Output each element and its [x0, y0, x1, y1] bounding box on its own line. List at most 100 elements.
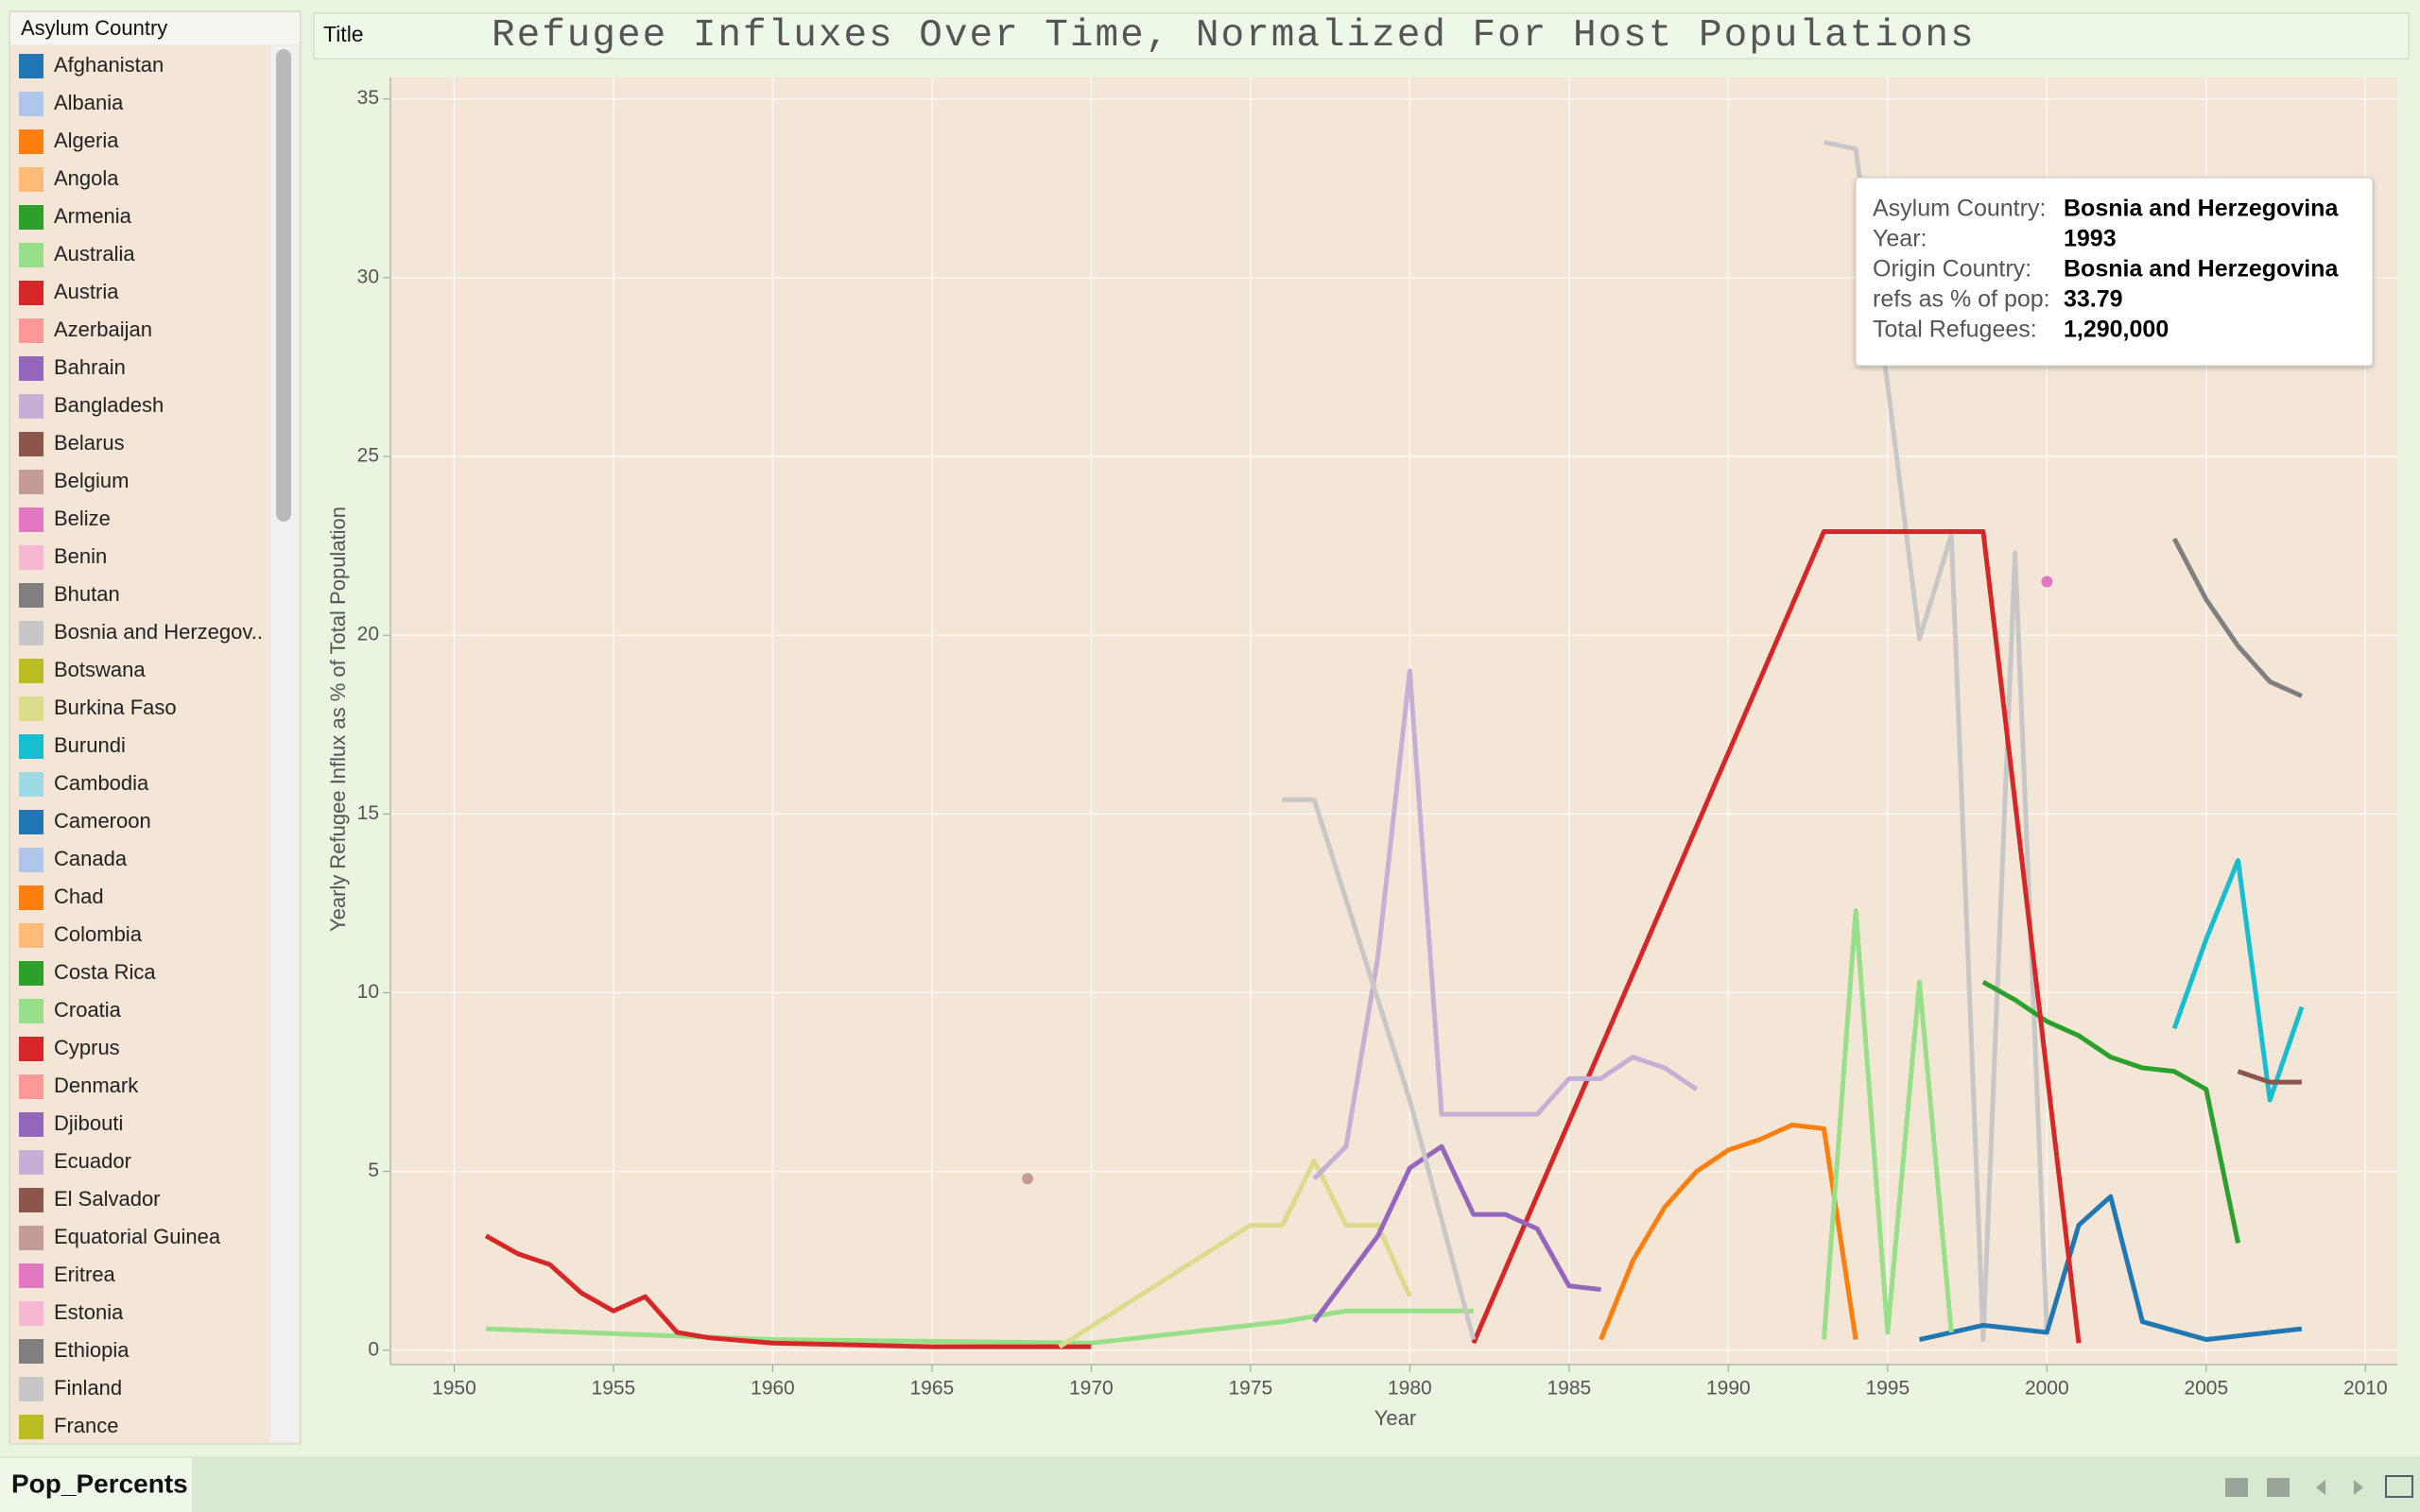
- legend-swatch[interactable]: [19, 1415, 43, 1439]
- legend-swatch[interactable]: [19, 243, 43, 267]
- legend-label[interactable]: Bahrain: [54, 355, 126, 379]
- legend-swatch[interactable]: [19, 318, 43, 343]
- legend-label[interactable]: Afghanistan: [54, 53, 164, 77]
- legend-swatch[interactable]: [19, 885, 43, 910]
- legend-label[interactable]: Croatia: [54, 998, 122, 1022]
- legend-swatch[interactable]: [19, 659, 43, 683]
- legend-label[interactable]: Armenia: [54, 204, 132, 228]
- legend-label[interactable]: Azerbaijan: [54, 318, 152, 341]
- legend-swatch[interactable]: [19, 1226, 43, 1250]
- legend-swatch[interactable]: [19, 356, 43, 381]
- icon-prev[interactable]: [2316, 1480, 2325, 1495]
- legend-label[interactable]: Djibouti: [54, 1111, 123, 1135]
- legend-swatch[interactable]: [19, 1339, 43, 1364]
- legend-label[interactable]: Colombia: [54, 922, 143, 946]
- legend-swatch[interactable]: [19, 205, 43, 230]
- y-tick-label: 25: [357, 445, 379, 467]
- legend-label[interactable]: Cameroon: [54, 809, 151, 833]
- legend-label[interactable]: El Salvador: [54, 1187, 161, 1211]
- legend-label[interactable]: Belize: [54, 507, 111, 530]
- legend-swatch[interactable]: [19, 1150, 43, 1175]
- legend-label[interactable]: Bangladesh: [54, 393, 164, 417]
- legend-swatch[interactable]: [19, 810, 43, 834]
- legend-swatch[interactable]: [19, 961, 43, 986]
- legend-swatch[interactable]: [19, 1074, 43, 1099]
- y-tick-label: 0: [368, 1338, 379, 1360]
- legend-swatch[interactable]: [19, 1188, 43, 1212]
- legend-swatch[interactable]: [19, 734, 43, 759]
- legend-label[interactable]: Ecuador: [54, 1149, 131, 1173]
- legend-label[interactable]: Equatorial Guinea: [54, 1225, 221, 1248]
- series-line: [1312, 668, 1699, 1181]
- x-tick-label: 1955: [592, 1378, 636, 1400]
- legend-swatch[interactable]: [19, 772, 43, 797]
- legend-label[interactable]: Burkina Faso: [54, 696, 177, 719]
- legend-swatch[interactable]: [19, 848, 43, 872]
- legend-swatch[interactable]: [19, 432, 43, 456]
- tooltip-rows: Asylum Country: Bosnia and Herzegovina Yea…: [1873, 196, 2339, 343]
- legend-swatch[interactable]: [19, 470, 43, 494]
- title-label: Title: [323, 22, 364, 46]
- legend-swatch[interactable]: [19, 54, 43, 78]
- legend-swatch[interactable]: [19, 545, 43, 570]
- sheet-tab[interactable]: [0, 1458, 192, 1512]
- icon-next[interactable]: [2354, 1480, 2363, 1495]
- series-line: [2171, 858, 2305, 1103]
- scrollbar[interactable]: [276, 49, 291, 522]
- legend-label[interactable]: Belarus: [54, 431, 125, 455]
- legend-label[interactable]: Cyprus: [54, 1036, 120, 1059]
- legend-swatch[interactable]: [19, 507, 43, 532]
- legend-label[interactable]: Estonia: [54, 1300, 124, 1324]
- y-tick-label: 15: [357, 802, 379, 824]
- series-line: [1918, 1194, 2303, 1343]
- legend-label[interactable]: Canada: [54, 847, 128, 870]
- legend-swatch[interactable]: [19, 129, 43, 154]
- x-tick-label: 2000: [2025, 1378, 2069, 1400]
- legend-label[interactable]: Algeria: [54, 129, 119, 152]
- legend-swatch[interactable]: [19, 281, 43, 305]
- legend-swatch[interactable]: [19, 167, 43, 192]
- legend-label[interactable]: Belgium: [54, 469, 129, 492]
- legend-label[interactable]: Austria: [54, 280, 119, 303]
- legend-label[interactable]: Costa Rica: [54, 960, 156, 984]
- tooltip-value: 1993: [2064, 226, 2117, 252]
- legend-label[interactable]: Finland: [54, 1376, 122, 1400]
- x-tick-label: 1990: [1706, 1378, 1751, 1400]
- legend-label[interactable]: Cambodia: [54, 771, 149, 795]
- legend-label[interactable]: Eritrea: [54, 1263, 116, 1286]
- legend-label[interactable]: Chad: [54, 885, 104, 908]
- data-point: [1021, 1173, 1033, 1185]
- legend-label[interactable]: Burundi: [54, 733, 126, 757]
- legend-label[interactable]: Ethiopia: [54, 1338, 130, 1362]
- legend-label[interactable]: Bosnia and Herzegov..: [54, 620, 263, 644]
- legend-label[interactable]: Botswana: [54, 658, 146, 681]
- tooltip-label: Origin Country:: [1873, 256, 2031, 283]
- legend-label[interactable]: Albania: [54, 91, 124, 114]
- legend-swatch[interactable]: [19, 1112, 43, 1137]
- sheet-tab-label[interactable]: Pop_Percents: [11, 1469, 188, 1498]
- legend-label[interactable]: France: [54, 1414, 118, 1437]
- chart-title: Refugee Influxes Over Time, Normalized F…: [492, 14, 1976, 58]
- legend-label[interactable]: Bhutan: [54, 582, 120, 606]
- legend-swatch[interactable]: [19, 1301, 43, 1326]
- y-tick-label: 10: [357, 981, 379, 1003]
- legend-swatch[interactable]: [19, 999, 43, 1023]
- icon-single[interactable]: [2267, 1478, 2290, 1497]
- icon-present[interactable]: [2385, 1475, 2413, 1498]
- legend-swatch[interactable]: [19, 621, 43, 645]
- legend-label[interactable]: Australia: [54, 242, 135, 266]
- icon-grid[interactable]: [2225, 1478, 2248, 1497]
- legend-swatch[interactable]: [19, 696, 43, 721]
- legend-label[interactable]: Angola: [54, 166, 119, 190]
- legend-swatch[interactable]: [19, 1263, 43, 1288]
- legend-label[interactable]: Benin: [54, 544, 107, 568]
- legend-label[interactable]: Denmark: [54, 1074, 139, 1097]
- legend-swatch[interactable]: [19, 1377, 43, 1401]
- series-line: [1312, 1143, 1601, 1324]
- legend-swatch[interactable]: [19, 1037, 43, 1061]
- legend-swatch[interactable]: [19, 394, 43, 419]
- tooltip-label: Asylum Country:: [1873, 196, 2046, 222]
- legend-swatch[interactable]: [19, 92, 43, 116]
- legend-swatch[interactable]: [19, 583, 43, 608]
- legend-swatch[interactable]: [19, 923, 43, 948]
